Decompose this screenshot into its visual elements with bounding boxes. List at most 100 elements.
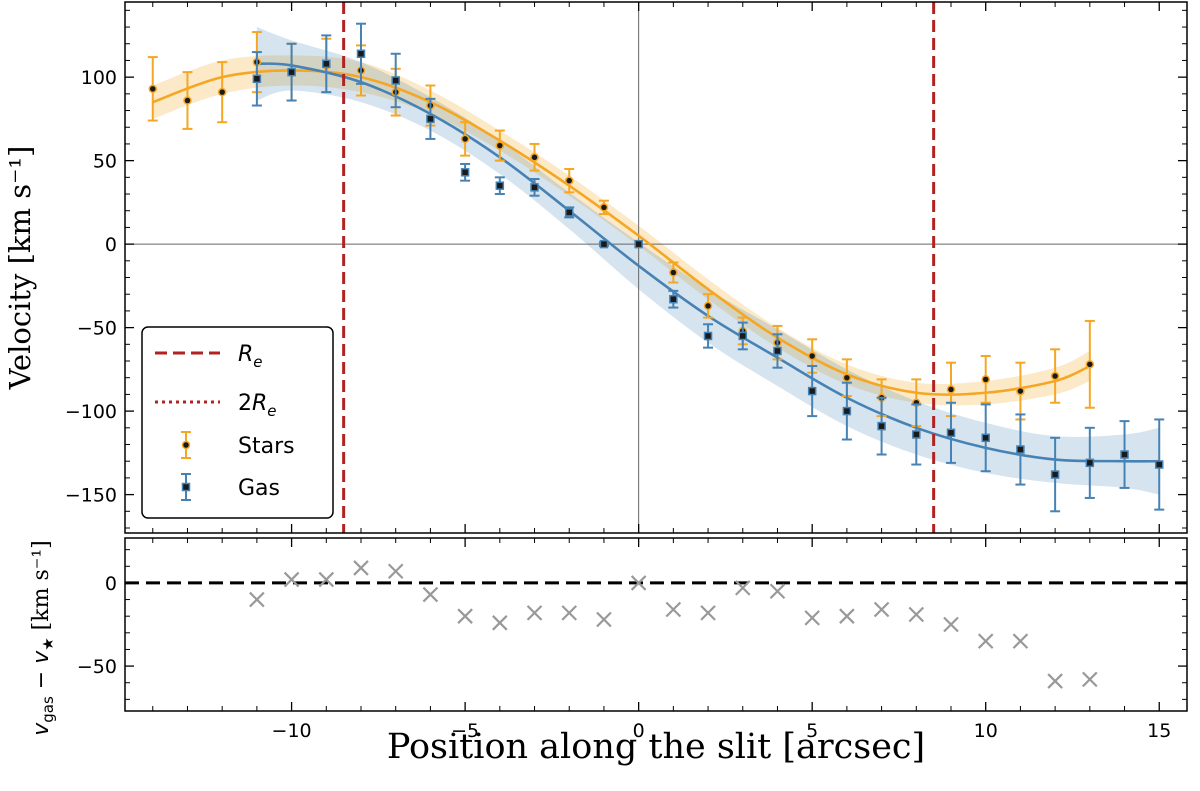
- residual-point: [1082, 671, 1098, 688]
- gas-marker: [946, 428, 956, 438]
- gas-point: [494, 176, 505, 196]
- residual-x-stroke: [630, 575, 647, 591]
- residual-point: [1047, 673, 1063, 689]
- x-axis-title: Position along the slit [arcsec]: [387, 727, 925, 767]
- x-tick-label: −10: [272, 720, 312, 742]
- gas-point: [1119, 420, 1130, 489]
- residual-point: [318, 571, 335, 588]
- gas-fit-line: [256, 62, 1160, 463]
- residual-point: [283, 571, 300, 588]
- stars-point: [564, 167, 575, 194]
- gas-marker: [1120, 450, 1129, 459]
- residual-point: [943, 616, 959, 633]
- residual-point: [492, 615, 508, 631]
- stars-marker: [669, 268, 678, 277]
- residual-x-stroke: [977, 633, 994, 649]
- stars-marker: [1016, 386, 1025, 396]
- stars-marker: [1050, 371, 1060, 381]
- legend-stars-marker: [181, 431, 191, 459]
- residual-x-stroke: [283, 571, 300, 588]
- residual-point: [526, 605, 543, 621]
- residual-point: [769, 583, 786, 600]
- gas-point: [356, 22, 366, 85]
- ylabel-star-sub: ★: [39, 637, 57, 650]
- gas-point: [529, 178, 540, 197]
- bottom-y-tick-label: −50: [77, 656, 117, 678]
- residual-x-stroke: [769, 583, 786, 600]
- gas-point: [286, 42, 297, 102]
- gas-point: [598, 239, 609, 249]
- gas-marker: [669, 294, 678, 304]
- x-tick-label: 0: [633, 720, 645, 742]
- x-tick-label: 15: [1147, 720, 1171, 742]
- ylabel-minus: − v: [29, 650, 54, 696]
- top-y-tick-label: 0: [105, 234, 117, 256]
- gas-marker: [391, 76, 400, 85]
- stars-point: [980, 355, 991, 404]
- legend-gas-marker: [181, 473, 191, 501]
- residual-point: [700, 605, 716, 621]
- residual-point: [457, 608, 473, 624]
- top-y-tick-label: 50: [93, 151, 117, 173]
- legend-re-label: Re: [238, 342, 263, 371]
- residual-point: [422, 586, 439, 603]
- stars-marker: [842, 373, 852, 382]
- stars-marker: [1085, 360, 1095, 369]
- stars-marker: [495, 141, 505, 150]
- residual-x-stroke: [422, 586, 439, 603]
- gas-marker: [252, 74, 262, 84]
- stars-marker: [460, 134, 470, 144]
- legend-2re-label: 2Re: [238, 391, 277, 420]
- gas-marker: [807, 386, 817, 396]
- gas-point: [980, 403, 991, 473]
- residual-x-stroke: [457, 608, 473, 624]
- gas-marker: [495, 181, 505, 190]
- gas-point: [1015, 413, 1026, 486]
- gas-point: [807, 365, 818, 418]
- residual-x-stroke: [353, 560, 369, 576]
- residual-x-stroke: [596, 611, 612, 628]
- gas-marker: [738, 331, 748, 341]
- ylabel-gas-sub: gas: [39, 696, 57, 723]
- gas-point: [251, 51, 262, 107]
- residual-point: [249, 591, 265, 608]
- residual-panel: −10 −5 0 5 10 15−500: [77, 537, 1188, 742]
- residual-x-stroke: [492, 615, 508, 631]
- stars-marker: [703, 301, 713, 311]
- residual-point: [665, 601, 682, 618]
- residual-point: [839, 608, 855, 624]
- stars-marker: [946, 385, 956, 394]
- residual-x-stroke: [943, 616, 959, 633]
- gas-marker: [322, 59, 331, 69]
- gas-point: [841, 381, 852, 441]
- stars-marker: [183, 96, 192, 105]
- stars-marker: [807, 351, 817, 361]
- top-y-tick-label: −100: [65, 401, 117, 423]
- stars-point: [147, 56, 158, 122]
- residual-x-stroke: [700, 605, 716, 621]
- legend-stars-label: Stars: [238, 434, 295, 459]
- gas-marker: [287, 67, 296, 77]
- top-y-tick-label: −150: [65, 485, 117, 507]
- stars-point: [182, 71, 193, 130]
- top-y-tick-label: −50: [77, 318, 117, 340]
- gas-marker: [773, 346, 782, 356]
- gas-point: [634, 239, 643, 249]
- residual-x-stroke: [908, 606, 925, 623]
- bottom-plot-frame: [124, 537, 1188, 712]
- gas-point: [390, 52, 401, 109]
- x-tick-label: −5: [451, 720, 479, 742]
- stars-point: [668, 261, 679, 284]
- gas-point: [737, 321, 748, 351]
- residual-point: [630, 575, 647, 591]
- ylabel-v-gas: v: [29, 722, 54, 736]
- stars-marker: [981, 375, 990, 384]
- residual-x-stroke: [1047, 673, 1063, 689]
- residual-point: [561, 605, 578, 621]
- stars-point: [494, 129, 505, 162]
- residual-x-stroke: [873, 601, 890, 618]
- gas-point: [876, 396, 887, 456]
- gas-point: [564, 206, 575, 219]
- stars-fit-band: [152, 55, 1090, 406]
